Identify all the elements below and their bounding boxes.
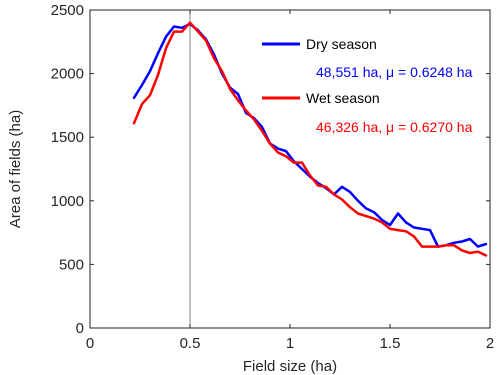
x-tick-label: 1 [286,335,294,352]
legend-stat-wet-season: 46,326 ha, μ = 0.6270 ha [316,119,473,135]
x-tick-label: 2 [486,335,494,352]
x-tick-label: 1.5 [380,335,401,352]
legend-label-dry-season: Dry season [306,36,377,52]
y-axis-label: Area of fields (ha) [7,110,24,228]
series-line-wet-season [132,21,488,257]
x-tick-label: 0 [86,335,94,352]
legend-label-wet-season: Wet season [306,90,380,106]
y-tick-label: 1500 [51,129,84,146]
x-axis-ticks: 0 0.5 1 1.5 2 [86,10,494,352]
legend-stat-dry-season: 48,551 ha, μ = 0.6248 ha [316,64,473,80]
y-tick-label: 1000 [51,193,84,210]
x-tick-label: 0.5 [180,335,201,352]
y-tick-label: 2000 [51,66,84,83]
y-tick-label: 2500 [51,2,84,19]
y-tick-label: 500 [59,256,84,273]
y-axis-ticks: 0 500 1000 1500 2000 2500 [51,2,490,337]
x-axis-label: Field size (ha) [243,358,337,375]
series-group [132,21,488,257]
legend: Dry season 48,551 ha, μ = 0.6248 ha Wet … [262,36,473,135]
y-tick-label: 0 [76,320,84,337]
plot-area [90,10,490,328]
